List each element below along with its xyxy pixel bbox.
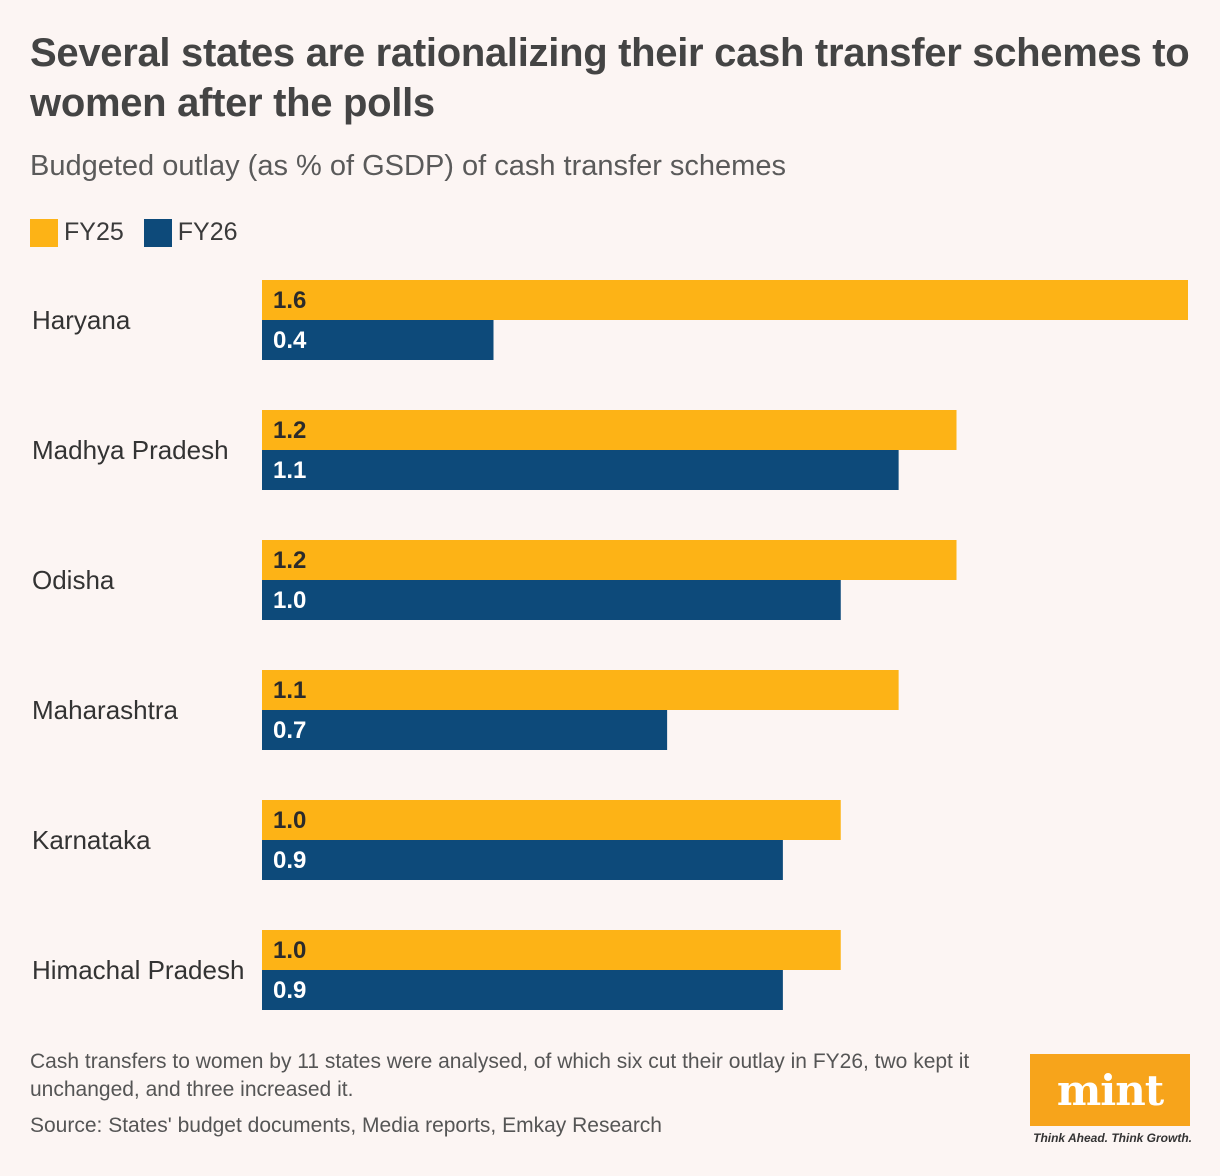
bar-himachal-pradesh-fy26 bbox=[262, 970, 783, 1010]
data-label-maharashtra-fy26: 0.7 bbox=[273, 717, 306, 744]
legend-item-fy25: FY25 bbox=[30, 218, 124, 247]
legend-swatch-fy25 bbox=[30, 218, 58, 247]
bar-himachal-pradesh-fy25 bbox=[262, 930, 841, 970]
data-label-odisha-fy25: 1.2 bbox=[273, 547, 306, 574]
bar-chart: Haryana 1.6 0.4 Madhya Pradesh 1.2 1.1 Odisha 1… bbox=[32, 280, 1188, 1010]
legend-item-fy26: FY26 bbox=[143, 218, 238, 247]
bar-odisha-fy26 bbox=[262, 580, 841, 620]
legend-label-fy25: FY25 bbox=[64, 218, 124, 246]
category-label-odisha: Odisha bbox=[32, 565, 115, 595]
chart-source: Source: States' budget documents, Media … bbox=[30, 1114, 662, 1137]
bar-maharashtra-fy25 bbox=[262, 670, 899, 710]
bar-maharashtra-fy26 bbox=[262, 710, 668, 750]
legend: FY25 FY26 bbox=[30, 218, 258, 247]
data-label-haryana-fy26: 0.4 bbox=[273, 327, 307, 354]
data-label-maharashtra-fy25: 1.1 bbox=[273, 677, 306, 704]
bar-odisha-fy25 bbox=[262, 540, 957, 580]
data-label-karnataka-fy25: 1.0 bbox=[273, 807, 306, 834]
category-label-haryana: Haryana bbox=[32, 305, 131, 335]
bar-madhya-pradesh-fy26 bbox=[262, 450, 899, 490]
chart-subtitle: Budgeted outlay (as % of GSDP) of cash t… bbox=[30, 150, 786, 182]
category-label-maharashtra: Maharashtra bbox=[32, 695, 178, 725]
bar-haryana-fy25 bbox=[262, 280, 1188, 320]
chart-note: Cash transfers to women by 11 states wer… bbox=[30, 1050, 970, 1101]
data-label-madhya-pradesh-fy26: 1.1 bbox=[273, 457, 306, 484]
data-label-himachal-pradesh-fy25: 1.0 bbox=[273, 937, 306, 964]
category-label-himachal-pradesh: Himachal Pradesh bbox=[32, 955, 244, 985]
data-label-himachal-pradesh-fy26: 0.9 bbox=[273, 977, 306, 1004]
logo-tagline: Think Ahead. Think Growth. bbox=[1033, 1131, 1192, 1145]
bar-karnataka-fy25 bbox=[262, 800, 841, 840]
mint-logo: mint bbox=[1030, 1054, 1190, 1126]
chart-title: Several states are rationalizing their c… bbox=[30, 31, 1190, 125]
category-label-karnataka: Karnataka bbox=[32, 825, 151, 855]
legend-swatch-fy26 bbox=[143, 218, 172, 247]
bar-madhya-pradesh-fy25 bbox=[262, 410, 957, 450]
data-label-madhya-pradesh-fy25: 1.2 bbox=[273, 417, 306, 444]
data-label-karnataka-fy26: 0.9 bbox=[273, 847, 306, 874]
logo-text: mint bbox=[1056, 1065, 1164, 1115]
data-label-haryana-fy25: 1.6 bbox=[273, 287, 306, 314]
bar-haryana-fy26 bbox=[262, 320, 494, 360]
category-label-madhya-pradesh: Madhya Pradesh bbox=[32, 435, 229, 465]
data-label-odisha-fy26: 1.0 bbox=[273, 587, 306, 614]
legend-label-fy26: FY26 bbox=[177, 218, 238, 246]
bar-karnataka-fy26 bbox=[262, 840, 783, 880]
